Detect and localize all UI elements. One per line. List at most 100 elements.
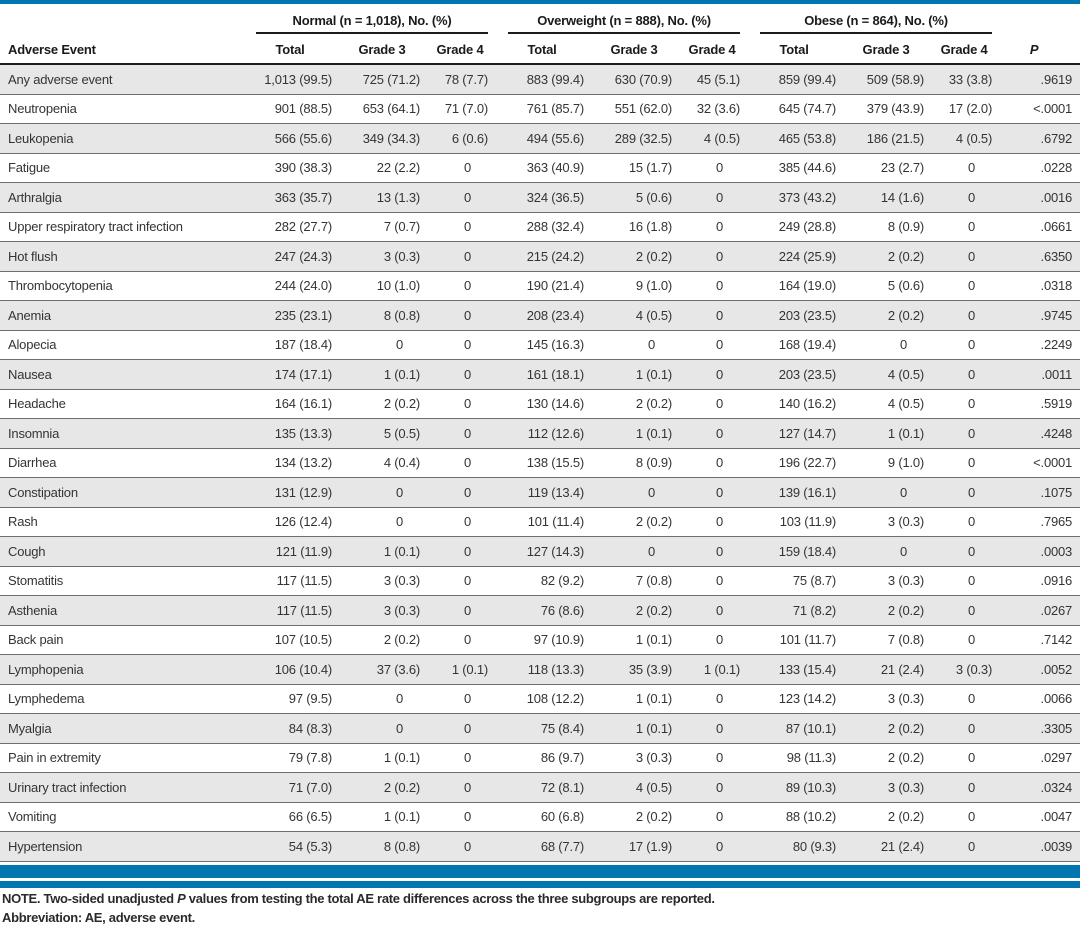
value-cell: 130 (14.6) [498,389,595,419]
value-cell: 1 (0.1) [846,418,935,449]
column-header-total: Total [246,35,342,65]
row-label: Asthenia [0,595,246,626]
value-cell: 3 (0.3) [846,566,935,596]
group-label: Normal (n = 1,018), No. (%) [256,13,489,34]
value-cell: 3 (0.3) [934,654,1003,685]
value-cell: 0 [934,182,1003,213]
value-cell: 0 [934,595,1003,626]
value-cell: 4 (0.5) [682,123,751,154]
table-row: Back pain 107 (10.5) 2 (0.2) 0 97 (10.9) 1 (0… [0,625,1080,655]
value-cell: 385 (44.6) [750,153,847,183]
p-value-cell: .0039 [1002,831,1080,862]
group-header-overweight: Overweight (n = 888), No. (%) [498,4,750,35]
value-cell: 0 [430,271,499,301]
value-cell: 0 [682,743,751,773]
value-cell: 566 (55.6) [246,123,342,154]
p-value-cell: .0052 [1002,654,1080,685]
column-header-adverse-event: Adverse Event [0,35,246,65]
value-cell: 203 (23.5) [750,359,847,390]
p-value-cell: .0318 [1002,271,1080,301]
column-header-grade4: Grade 4 [682,35,751,65]
value-cell: 139 (16.1) [750,477,847,508]
row-label: Arthralgia [0,182,246,213]
value-cell: 0 [342,477,430,508]
row-label: Lymphopenia [0,654,246,685]
value-cell: 5 (0.6) [846,271,935,301]
value-cell: 0 [934,448,1003,478]
value-cell: 174 (17.1) [246,359,342,390]
row-label: Back pain [0,625,246,655]
value-cell: 13 (1.3) [342,182,430,213]
row-label: Headache [0,389,246,419]
value-cell: 653 (64.1) [342,94,430,124]
value-cell: 363 (40.9) [498,153,595,183]
value-cell: 2 (0.2) [846,743,935,773]
value-cell: 0 [682,389,751,419]
value-cell: 2 (0.2) [342,389,430,419]
value-cell: 4 (0.4) [342,448,430,478]
row-label: Any adverse event [0,64,246,95]
table-row: Stomatitis 117 (11.5) 3 (0.3) 0 82 (9.2) 7 (0… [0,566,1080,596]
value-cell: 0 [934,271,1003,301]
value-cell: 0 [430,448,499,478]
value-cell: 82 (9.2) [498,566,595,596]
value-cell: 121 (11.9) [246,536,342,567]
value-cell: 1 (0.1) [430,654,499,685]
value-cell: 0 [430,507,499,537]
value-cell: 0 [934,802,1003,832]
value-cell: 66 (6.5) [246,802,342,832]
value-cell: 9 (1.0) [846,448,935,478]
value-cell: 0 [934,418,1003,449]
value-cell: 0 [682,772,751,803]
value-cell: 1 (0.1) [342,359,430,390]
value-cell: 0 [934,300,1003,331]
value-cell: 2 (0.2) [846,241,935,272]
value-cell: 215 (24.2) [498,241,595,272]
p-value-cell: .0297 [1002,743,1080,773]
value-cell: 2 (0.2) [342,625,430,655]
row-label: Thrombocytopenia [0,271,246,301]
value-cell: 9 (1.0) [594,271,683,301]
group-label: Overweight (n = 888), No. (%) [508,13,741,34]
value-cell: 0 [430,182,499,213]
table-row: Myalgia 84 (8.3) 0 0 75 (8.4) 1 (0.1) 0 87 (10.… [0,713,1080,744]
value-cell: 17 (1.9) [594,831,683,862]
value-cell: 0 [682,153,751,183]
value-cell: 101 (11.4) [498,507,595,537]
p-value-cell: .7142 [1002,625,1080,655]
value-cell: 2 (0.2) [846,713,935,744]
value-cell: 630 (70.9) [594,64,683,95]
value-cell: 119 (13.4) [498,477,595,508]
p-value-cell: <.0001 [1002,94,1080,124]
value-cell: 0 [934,684,1003,714]
row-label: Nausea [0,359,246,390]
value-cell: 1 (0.1) [342,743,430,773]
value-cell: 126 (12.4) [246,507,342,537]
note-text: NOTE. Two-sided unadjusted P values from… [2,890,715,906]
value-cell: 0 [430,772,499,803]
row-label: Alopecia [0,330,246,360]
top-rule [0,0,1080,4]
value-cell: 76 (8.6) [498,595,595,626]
value-cell: 21 (2.4) [846,831,935,862]
value-cell: 0 [682,802,751,832]
value-cell: 107 (10.5) [246,625,342,655]
value-cell: 0 [934,359,1003,390]
p-value-cell: .0003 [1002,536,1080,567]
table-row: Insomnia 135 (13.3) 5 (0.5) 0 112 (12.6) 1 (0… [0,418,1080,449]
p-value-cell: .6792 [1002,123,1080,154]
value-cell: 208 (23.4) [498,300,595,331]
value-cell: 5 (0.5) [342,418,430,449]
value-cell: 1 (0.1) [342,536,430,567]
p-value-cell: .9619 [1002,64,1080,95]
value-cell: 3 (0.3) [594,743,683,773]
value-cell: 0 [342,713,430,744]
value-cell: 249 (28.8) [750,212,847,242]
group-header-spacer [0,4,246,35]
p-value-cell: .0267 [1002,595,1080,626]
value-cell: 494 (55.6) [498,123,595,154]
value-cell: 1 (0.1) [594,713,683,744]
value-cell: 1 (0.1) [682,654,751,685]
value-cell: 72 (8.1) [498,772,595,803]
